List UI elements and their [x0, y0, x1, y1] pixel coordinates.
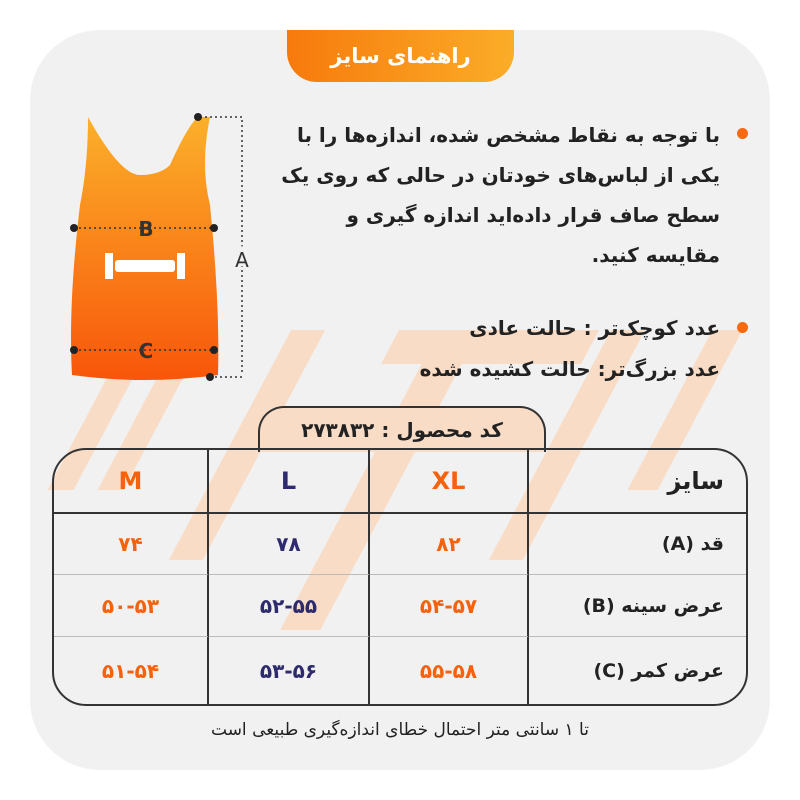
header-l: L — [209, 450, 370, 514]
cell: ۸۲ — [370, 514, 529, 575]
logo-icon — [105, 253, 185, 279]
cell: ۵۲-۵۵ — [209, 575, 370, 637]
cell: ۷۴ — [54, 514, 209, 575]
cell: ۵۵-۵۸ — [370, 637, 529, 704]
table-row: ۵۱-۵۴ ۵۳-۵۶ ۵۵-۵۸ عرض کمر (C) — [54, 637, 746, 704]
tank-top-shape — [71, 117, 219, 380]
header-m: M — [54, 450, 209, 514]
bullet-icon — [737, 128, 748, 139]
label-c: C — [139, 339, 154, 363]
cell: ۵۳-۵۶ — [209, 637, 370, 704]
product-code: کد محصول : ۲۷۳۸۳۲ — [258, 406, 546, 452]
footer-note: تا ۱ سانتی متر احتمال خطای اندازه‌گیری ط… — [211, 720, 589, 740]
label-b: B — [138, 217, 153, 241]
tank-top-diagram: B C A — [70, 113, 252, 381]
cell: ۵۴-۵۷ — [370, 575, 529, 637]
size-table: M L XL سایز ۷۴ ۷۸ ۸۲ قد (A) ۵۰-۵۳ ۵۲-۵۵ … — [52, 448, 748, 706]
row-label: عرض سینه (B) — [529, 575, 746, 637]
bullet-icon — [737, 322, 748, 333]
page-title: راهنمای سایز — [287, 30, 514, 82]
instruction-text: با توجه به نقاط مشخص شده، اندازه‌ها را ب… — [281, 123, 720, 267]
table-row: ۵۰-۵۳ ۵۲-۵۵ ۵۴-۵۷ عرض سینه (B) — [54, 575, 746, 637]
cell: ۷۸ — [209, 514, 370, 575]
row-label: عرض کمر (C) — [593, 659, 724, 682]
normal-state-note: عدد کوچک‌تر : حالت عادی — [469, 316, 720, 340]
table-header-row: M L XL سایز — [54, 450, 746, 514]
label-a: A — [235, 248, 249, 272]
row-label: قد (A) — [529, 514, 746, 575]
table-row: ۷۴ ۷۸ ۸۲ قد (A) — [54, 514, 746, 575]
size-guide-card — [30, 30, 770, 770]
cell: ۵۰-۵۳ — [54, 575, 209, 637]
cell: ۵۱-۵۴ — [54, 637, 209, 704]
header-xl: XL — [370, 450, 529, 514]
stretched-state-note: عدد بزرگ‌تر: حالت کشیده شده — [419, 357, 720, 381]
header-size: سایز — [529, 450, 746, 514]
